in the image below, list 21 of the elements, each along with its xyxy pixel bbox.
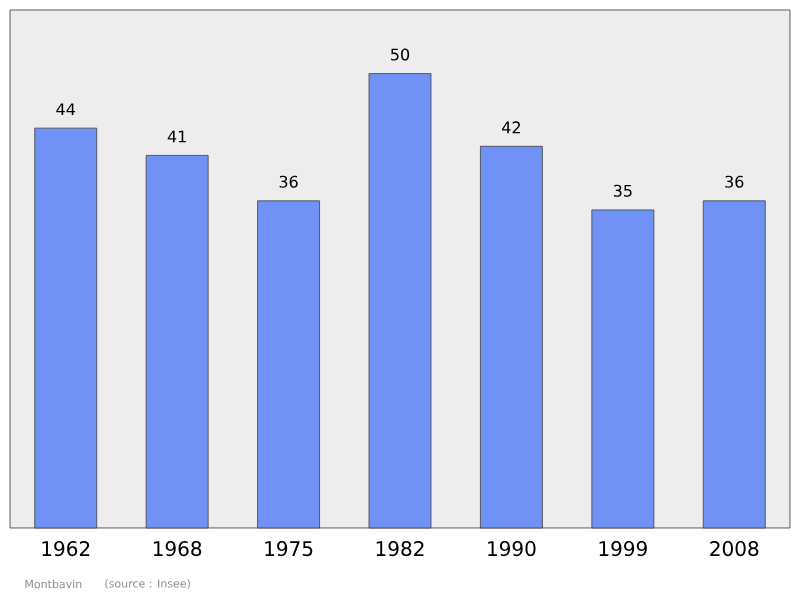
bar [34,127,98,529]
bar [702,200,766,529]
data-label: 36 [725,175,744,188]
bar [368,73,432,529]
x-tick-label: 1975 [265,541,313,557]
x-tick-label: 1999 [599,541,647,557]
bar [591,209,655,529]
bar [257,200,320,529]
data-label: 50 [391,48,410,61]
x-tick-label: 1990 [488,541,536,557]
data-label: 36 [279,175,298,188]
bar [145,154,209,529]
data-label: 35 [613,184,632,197]
data-label: 42 [502,121,520,134]
x-tick-label: 1982 [376,541,424,557]
x-tick-label: 1962 [42,541,90,557]
x-tick-label: 1968 [153,541,202,557]
x-tick-label: 2008 [710,541,759,557]
bar [480,145,543,529]
data-label: 41 [167,130,186,143]
data-label: 44 [56,103,75,116]
